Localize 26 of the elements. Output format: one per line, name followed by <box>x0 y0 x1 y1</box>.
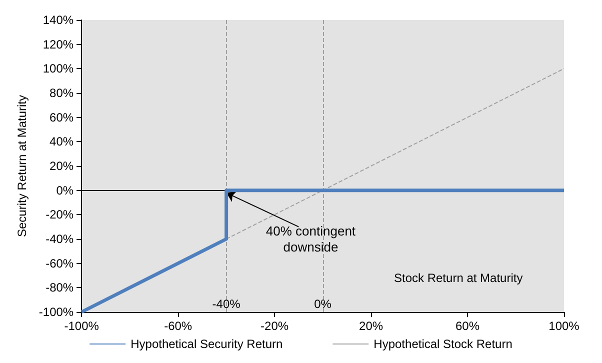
y-tick-label: 120% <box>42 37 74 52</box>
y-tick-label: -100% <box>38 305 74 319</box>
x-tick-label: -100% <box>64 319 100 333</box>
y-tick-label: -40% <box>46 232 74 246</box>
legend-label: Hypothetical Security Return <box>130 337 283 351</box>
y-tick-label: 80% <box>50 86 74 100</box>
y-tick-label: -60% <box>46 256 74 270</box>
y-tick-label: 60% <box>50 110 74 124</box>
annotation: 40% contingent downside <box>266 224 356 254</box>
x-tick-label: -60% <box>164 319 192 333</box>
y-tick-label: 40% <box>50 134 74 149</box>
y-tick-label: 100% <box>42 62 74 76</box>
y-tick-label: -20% <box>46 208 74 222</box>
legend-label: Hypothetical Stock Return <box>374 337 512 351</box>
ref-line-label: 0% <box>314 297 332 311</box>
x-axis-title: Stock Return at Maturity <box>394 271 523 285</box>
x-tick-label: -20% <box>260 319 289 333</box>
x-tick-label: 100% <box>548 319 580 333</box>
ref-line-label: -40% <box>212 297 241 311</box>
y-tick-label: -80% <box>46 280 74 295</box>
x-tick-label: 60% <box>456 319 480 333</box>
y-tick-label: 140% <box>42 13 74 27</box>
y-axis-title: Security Return at Maturity <box>15 94 29 238</box>
y-tick-label: 20% <box>50 159 74 173</box>
y-tick-label: 0% <box>56 183 74 198</box>
x-tick-label: 20% <box>359 319 384 333</box>
